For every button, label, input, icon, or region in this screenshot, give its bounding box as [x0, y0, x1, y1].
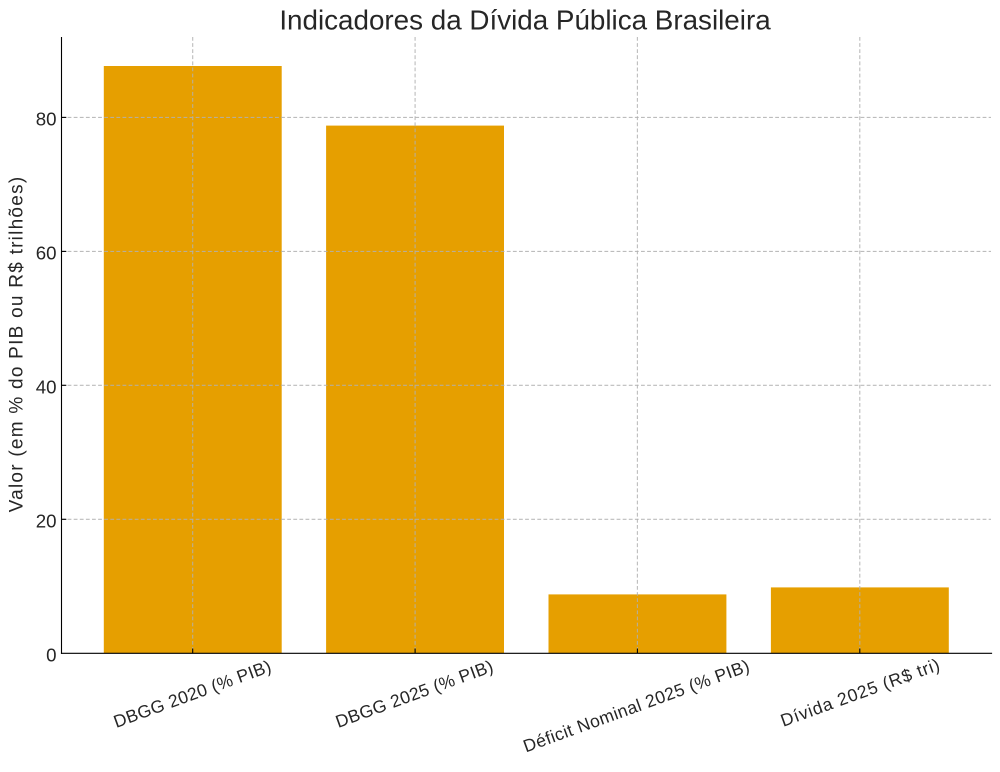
svg-text:60: 60	[36, 243, 57, 264]
svg-text:40: 40	[36, 376, 57, 397]
svg-text:20: 20	[36, 510, 57, 531]
svg-text:Valor (em % do PIB ou R$ trilh: Valor (em % do PIB ou R$ trilhões)	[6, 176, 27, 513]
svg-text:Indicadores da Dívida Pública: Indicadores da Dívida Pública Brasileira	[279, 4, 771, 35]
svg-text:80: 80	[36, 109, 57, 130]
svg-text:0: 0	[46, 644, 56, 665]
